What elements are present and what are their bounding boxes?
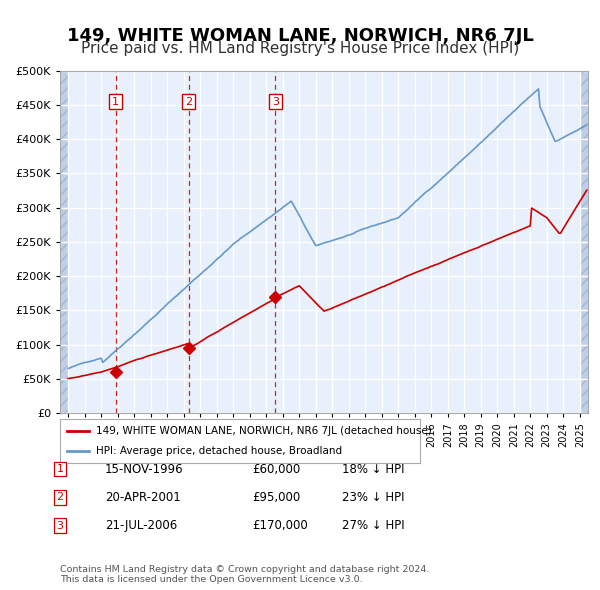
Text: 3: 3 (272, 97, 279, 107)
Text: 27% ↓ HPI: 27% ↓ HPI (342, 519, 404, 532)
Text: 149, WHITE WOMAN LANE, NORWICH, NR6 7JL: 149, WHITE WOMAN LANE, NORWICH, NR6 7JL (67, 27, 533, 45)
Text: 20-APR-2001: 20-APR-2001 (105, 491, 181, 504)
Text: 21-JUL-2006: 21-JUL-2006 (105, 519, 177, 532)
Text: 18% ↓ HPI: 18% ↓ HPI (342, 463, 404, 476)
Text: 2: 2 (56, 493, 64, 502)
Text: 15-NOV-1996: 15-NOV-1996 (105, 463, 184, 476)
Text: HPI: Average price, detached house, Broadland: HPI: Average price, detached house, Broa… (96, 446, 342, 455)
Text: 2: 2 (185, 97, 192, 107)
Text: £95,000: £95,000 (252, 491, 300, 504)
Text: 3: 3 (56, 521, 64, 530)
Bar (60, 71, 68, 413)
Text: 149, WHITE WOMAN LANE, NORWICH, NR6 7JL (detached house): 149, WHITE WOMAN LANE, NORWICH, NR6 7JL … (96, 427, 432, 436)
Text: 1: 1 (112, 97, 119, 107)
Text: £170,000: £170,000 (252, 519, 308, 532)
Text: 1: 1 (56, 464, 64, 474)
Text: £60,000: £60,000 (252, 463, 300, 476)
Text: Price paid vs. HM Land Registry's House Price Index (HPI): Price paid vs. HM Land Registry's House … (81, 41, 519, 56)
Text: Contains HM Land Registry data © Crown copyright and database right 2024.
This d: Contains HM Land Registry data © Crown c… (60, 565, 430, 584)
Bar (580, 71, 592, 413)
Text: 23% ↓ HPI: 23% ↓ HPI (342, 491, 404, 504)
